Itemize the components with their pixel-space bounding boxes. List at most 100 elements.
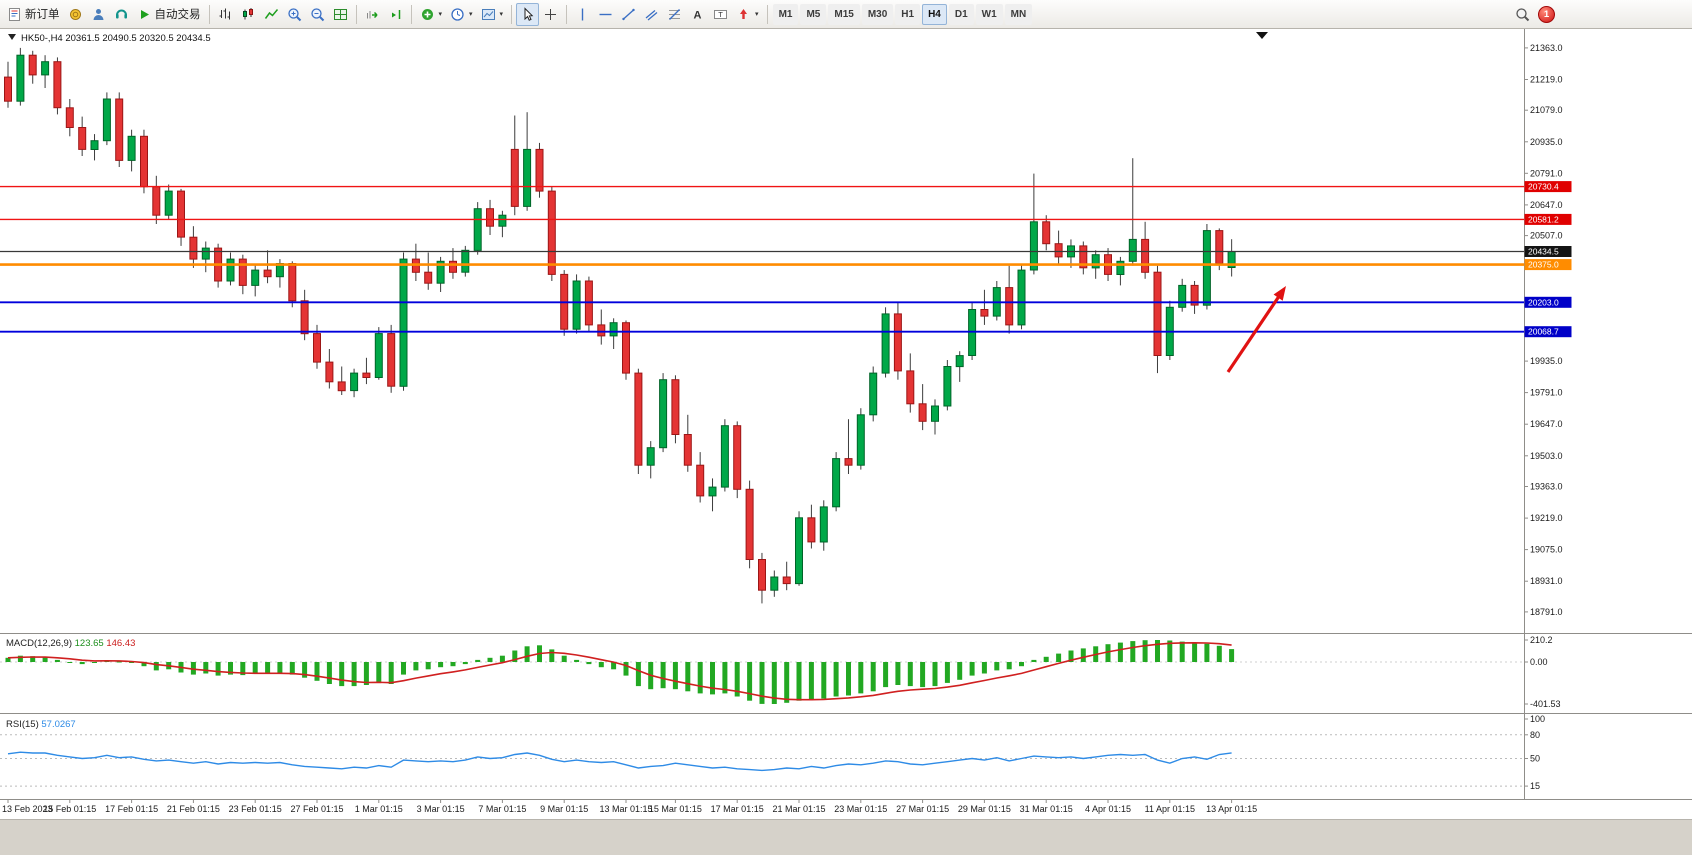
candle-body xyxy=(733,425,742,490)
notification-badge[interactable]: 1 xyxy=(1538,5,1555,23)
trend-arrow-annotation[interactable] xyxy=(1226,286,1286,373)
zoom-out-button[interactable] xyxy=(306,3,329,26)
candle-body xyxy=(634,372,643,466)
macd-histogram-bar xyxy=(920,662,926,688)
candle-body xyxy=(1005,287,1014,326)
search-button[interactable] xyxy=(1511,3,1534,26)
candle-body xyxy=(795,517,803,585)
candle-body xyxy=(1202,230,1211,306)
periods-button[interactable]: ▾ xyxy=(446,3,477,26)
timeframe-button-h1[interactable]: H1 xyxy=(895,3,921,25)
svg-text:T: T xyxy=(718,10,723,19)
time-axis-label: 23 Feb 01:15 xyxy=(229,804,282,814)
market-watch-button[interactable] xyxy=(64,3,87,26)
candle-body xyxy=(708,486,717,497)
autotrading-button[interactable]: 自动交易 xyxy=(133,3,205,26)
template-icon xyxy=(481,8,495,20)
candle-body xyxy=(758,559,766,591)
timeframe-button-m30[interactable]: M30 xyxy=(861,3,894,25)
candle-body xyxy=(374,333,383,379)
chart-shift-button[interactable] xyxy=(384,3,407,26)
templates-button[interactable]: ▾ xyxy=(477,3,508,26)
price-axis-label: 19791.0 xyxy=(1530,388,1563,398)
macd-histogram-bar xyxy=(252,662,258,674)
channel-tool-button[interactable] xyxy=(640,3,663,26)
candle-body xyxy=(53,61,62,109)
price-axis-label: 18931.0 xyxy=(1530,576,1563,586)
candle-body xyxy=(819,506,828,543)
macd-histogram-bar xyxy=(549,649,555,662)
candle-body xyxy=(498,214,507,227)
price-badge-label: 20203.0 xyxy=(1528,297,1559,307)
time-axis-label: 27 Mar 01:15 xyxy=(896,804,949,814)
candle-body xyxy=(597,324,606,337)
macd-histogram-bar xyxy=(413,662,419,671)
candle-body xyxy=(65,107,74,129)
chart-collapse-icon[interactable] xyxy=(8,34,16,40)
new-order-button[interactable]: 新订单 xyxy=(3,3,64,26)
time-axis-label: 4 Apr 01:15 xyxy=(1085,804,1131,814)
candle-body xyxy=(832,458,841,508)
clock-icon xyxy=(451,7,464,21)
macd-histogram-bar xyxy=(574,659,580,662)
timeframe-button-m5[interactable]: M5 xyxy=(800,3,827,25)
timeframe-button-m15[interactable]: M15 xyxy=(828,3,860,25)
profile-button[interactable] xyxy=(87,3,110,26)
macd-histogram-bar xyxy=(67,662,73,663)
cursor-icon xyxy=(524,6,534,21)
tile-windows-button[interactable] xyxy=(329,3,352,26)
macd-histogram-bar xyxy=(462,662,468,665)
candle-body xyxy=(659,379,668,449)
chevron-down-icon: ▾ xyxy=(755,11,759,18)
time-axis-label: 9 Mar 01:15 xyxy=(540,804,588,814)
timeframe-button-d1[interactable]: D1 xyxy=(948,3,974,25)
candle-body xyxy=(473,208,482,251)
indicators-button[interactable]: ▾ xyxy=(416,3,447,26)
cursor-tool-button[interactable] xyxy=(516,2,540,26)
macd-histogram-bar xyxy=(79,662,85,665)
macd-histogram-bar xyxy=(1216,645,1222,662)
macd-histogram-bar xyxy=(796,662,802,701)
macd-histogram-bar xyxy=(265,662,271,674)
timeframe-button-m1[interactable]: M1 xyxy=(772,3,799,25)
timeframe-button-w1[interactable]: W1 xyxy=(975,3,1003,25)
price-axis-label: 21219.0 xyxy=(1530,75,1563,85)
auto-scroll-button[interactable] xyxy=(361,3,384,26)
crosshair-tool-button[interactable] xyxy=(539,3,562,26)
candle-body xyxy=(102,98,111,142)
candlestick-chart-button[interactable] xyxy=(237,3,260,26)
vertical-line-icon xyxy=(581,8,584,20)
label-tool-icon: T xyxy=(714,9,728,19)
arrows-tool-button[interactable]: ▾ xyxy=(732,3,763,26)
macd-histogram-bar xyxy=(42,657,48,662)
zoom-out-icon xyxy=(310,7,324,21)
candle-body xyxy=(41,61,50,76)
fibonacci-tool-button[interactable] xyxy=(663,3,686,26)
chart-shift-marker[interactable] xyxy=(1256,32,1268,39)
indicators-icon xyxy=(421,8,433,20)
macd-histogram-bar xyxy=(190,662,196,675)
candle-body xyxy=(164,190,173,216)
bar-chart-button[interactable] xyxy=(214,3,237,26)
macd-histogram-bar xyxy=(487,657,493,662)
candle-body xyxy=(683,434,692,466)
macd-signal-line xyxy=(7,641,1232,701)
label-tool-button[interactable]: T xyxy=(709,3,732,26)
macd-histogram-bar xyxy=(1080,648,1086,662)
horizontal-line-objects xyxy=(0,185,1524,333)
vertical-line-tool-button[interactable] xyxy=(571,3,594,26)
support-button[interactable] xyxy=(110,3,133,26)
macd-histogram-bar xyxy=(17,655,23,662)
macd-axis-label: -401.53 xyxy=(1530,699,1561,709)
macd-histogram-bar xyxy=(351,662,357,687)
zoom-in-button[interactable] xyxy=(283,3,306,26)
trendline-tool-button[interactable] xyxy=(617,3,640,26)
candle-body xyxy=(152,186,161,216)
macd-histogram-bar xyxy=(734,662,740,697)
text-tool-button[interactable]: A xyxy=(686,3,709,26)
horizontal-line-tool-button[interactable] xyxy=(594,3,617,26)
timeframe-button-mn[interactable]: MN xyxy=(1004,3,1033,25)
candle-body xyxy=(696,464,705,497)
line-chart-button[interactable] xyxy=(260,3,283,26)
timeframe-button-h4[interactable]: H4 xyxy=(922,3,947,25)
